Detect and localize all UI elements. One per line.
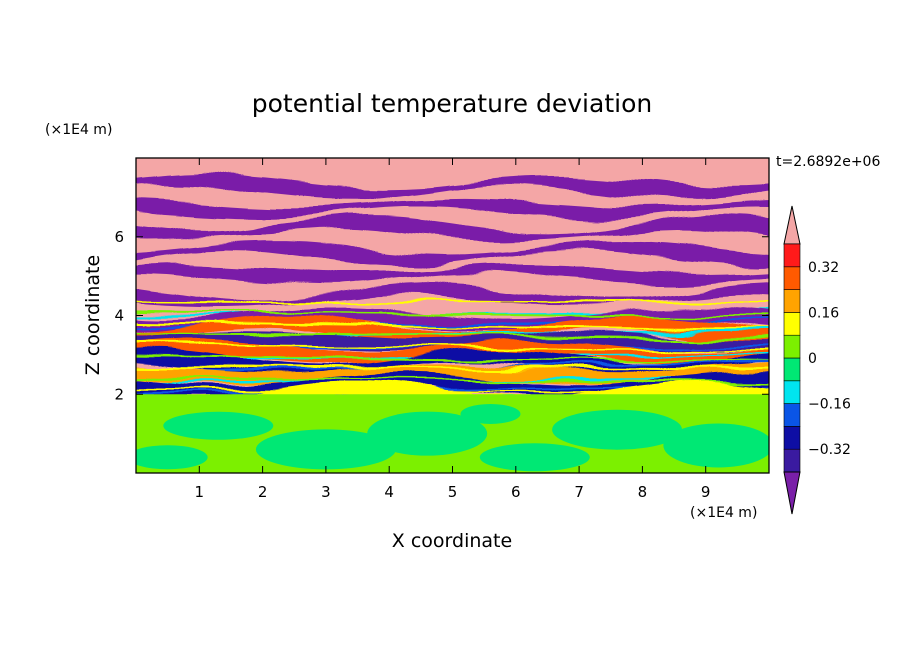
colorbar-segment [783, 357, 801, 382]
colorbar-tick-label: −0.16 [808, 397, 851, 413]
x-tick-label: 2 [258, 483, 268, 501]
colorbar-segment [783, 243, 801, 268]
colorbar-tick-label: 0 [808, 351, 817, 367]
colorbar-segment [783, 266, 801, 290]
colorbar-segment [783, 448, 801, 473]
y-tick-label: 6 [114, 228, 124, 246]
x-tick-label: 3 [321, 483, 331, 501]
contour-band [136, 241, 769, 265]
contour-band [136, 174, 769, 199]
x-tick-label: 6 [511, 483, 521, 501]
colorbar-tick-label: 0.32 [808, 260, 839, 276]
colorbar: −0.32 −0.16 0 0.16 0.32 [783, 205, 851, 515]
x-axis-label: X coordinate [392, 530, 512, 552]
eddy-patch [663, 423, 769, 468]
eddy-patch [552, 409, 683, 450]
x-tick-label: 9 [701, 483, 711, 501]
colorbar-extend-top [783, 205, 801, 245]
eddy-patch [163, 411, 274, 440]
contour-band [136, 165, 769, 186]
colorbar-tick-label: −0.32 [808, 442, 851, 458]
eddy-patch [255, 429, 396, 470]
y-axis-label: Z coordinate [82, 255, 104, 375]
colorbar-segment [783, 334, 801, 359]
colorbar-segment [783, 312, 801, 336]
x-tick-label: 8 [638, 483, 648, 501]
contour-band [136, 231, 769, 252]
x-axis: 1 2 3 4 5 6 7 8 9 [195, 158, 711, 501]
y-tick-label: 4 [114, 307, 124, 325]
eddy-patch [479, 443, 590, 472]
colorbar-segment [783, 380, 801, 404]
eddy-patch [136, 445, 208, 470]
lower-layer [136, 394, 769, 473]
x-tick-label: 5 [448, 483, 458, 501]
colorbar-segment [783, 426, 801, 450]
colorbar-extend-bottom [783, 471, 801, 515]
chart-title: potential temperature deviation [252, 89, 652, 118]
y-tick-label: 2 [114, 385, 124, 403]
eddy-patch [367, 411, 488, 456]
plot-area [136, 158, 769, 473]
contour-bands [136, 165, 769, 411]
colorbar-tick-label: 0.16 [808, 305, 839, 321]
eddy-patch [460, 403, 521, 424]
x-tick-label: 1 [195, 483, 205, 501]
colorbar-segment [783, 289, 801, 313]
time-label: t=2.6892e+06 [776, 154, 880, 170]
contour-band [136, 216, 769, 245]
contour-band [136, 198, 769, 219]
y-scale-label: (×1E4 m) [45, 122, 112, 138]
x-tick-label: 4 [384, 483, 394, 501]
x-tick-label: 7 [574, 483, 584, 501]
x-scale-label: (×1E4 m) [690, 505, 757, 521]
y-axis: 2 4 6 [114, 228, 769, 403]
colorbar-segment [783, 403, 801, 427]
contour-band [136, 183, 769, 212]
